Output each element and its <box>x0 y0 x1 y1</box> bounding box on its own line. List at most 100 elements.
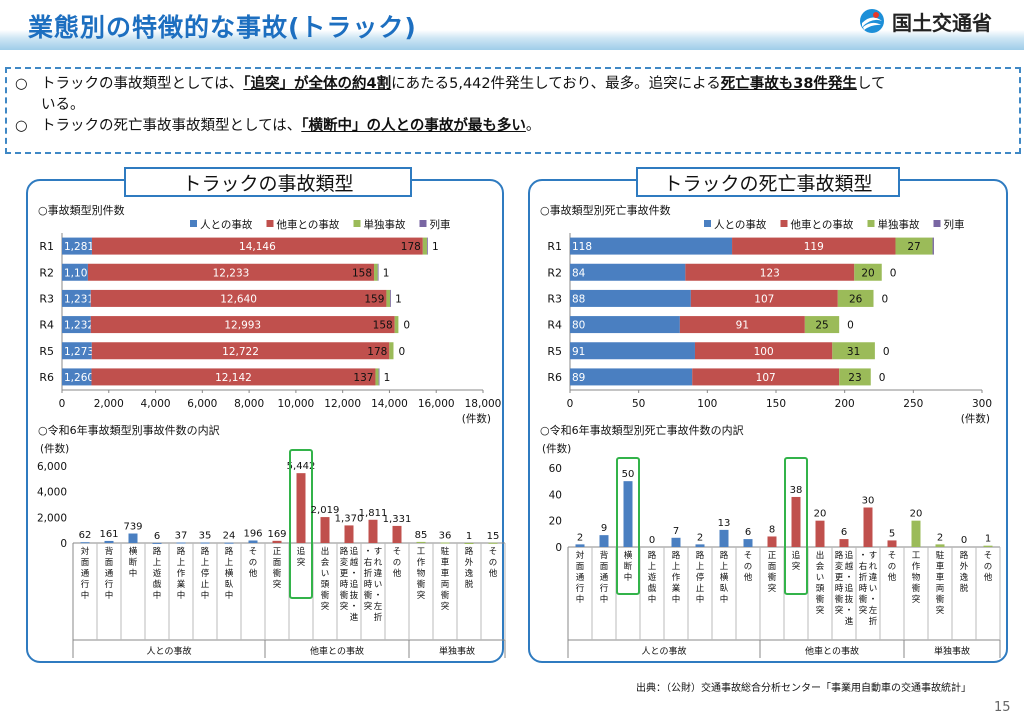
x-category-char: 上 <box>696 562 705 572</box>
x-category-char: 上 <box>648 562 657 572</box>
bar-segment <box>570 289 691 307</box>
x-category-char: 背 <box>600 550 609 561</box>
source-note: 出典：（公財）交通事故総合分析センター「事業用自動車の交通事故統計」 <box>636 683 971 694</box>
ministry-emblem-icon <box>860 9 884 33</box>
x-category-char: 戯 <box>648 583 657 594</box>
summary-text-1b: いる。 <box>41 97 85 113</box>
accident-type-panel: トラックの事故類型 <box>26 167 504 663</box>
x-category-char: 作 <box>417 557 426 568</box>
bar-segment <box>90 289 387 307</box>
x-category-char: 左 <box>374 601 383 612</box>
data-label: 107 <box>756 372 776 384</box>
x-category-char: 他 <box>393 568 402 579</box>
x-category-char: 突 <box>768 583 777 594</box>
x-category-char: 路 <box>696 550 705 561</box>
x-category-char: 中 <box>201 590 210 601</box>
data-label: 0 <box>403 320 410 332</box>
bar-segment <box>377 263 379 281</box>
x-category-char: 行 <box>600 583 609 594</box>
x-category-char: 時 <box>340 580 349 590</box>
ministry-name: 国土交通省 <box>892 10 992 35</box>
x-category-char: 両 <box>441 580 450 590</box>
legend-label: 他車との事故 <box>277 218 340 231</box>
data-label: 0 <box>961 535 967 546</box>
bar <box>695 544 705 547</box>
bar <box>887 540 897 547</box>
x-category-char: 車 <box>441 557 450 568</box>
bar <box>416 541 426 543</box>
data-label: 107 <box>754 293 774 305</box>
x-category-char: 中 <box>696 594 705 605</box>
data-label: 0 <box>847 320 854 332</box>
y-tick-label: 0 <box>555 542 562 554</box>
bar <box>488 542 498 544</box>
bar-segment <box>732 237 896 255</box>
x-tick-label: 150 <box>766 398 786 410</box>
x-category-char: 路 <box>177 546 186 557</box>
x-category-char: 衝 <box>340 590 349 601</box>
x-category-char: 通 <box>105 568 114 579</box>
x-category-char: そ <box>744 551 753 561</box>
y-category-label: R3 <box>547 292 562 305</box>
y-category-label: R6 <box>547 371 562 384</box>
x-category-char: 更 <box>340 569 349 579</box>
x-category-char: 他 <box>744 572 753 583</box>
group-label: 人との事故 <box>642 645 687 657</box>
legend-swatch <box>780 220 788 227</box>
data-label: 5 <box>889 528 895 539</box>
data-label: 25 <box>815 320 828 332</box>
x-category-char: 衝 <box>768 572 777 583</box>
bar-segment <box>386 289 391 307</box>
x-category-char: 脱 <box>960 583 969 594</box>
data-label: 13 <box>718 518 731 529</box>
x-category-char: ・ <box>374 591 383 601</box>
bullet-icon: ○ <box>15 76 28 92</box>
x-category-char: 突 <box>340 601 349 612</box>
legend-label: 単独事故 <box>878 218 920 231</box>
data-label: 12,142 <box>215 372 252 384</box>
x-category-char: 越 <box>845 561 854 572</box>
data-label: 1,370 <box>335 513 364 524</box>
data-label: 2 <box>577 532 583 543</box>
x-category-char: 時 <box>364 580 373 590</box>
data-label: 6 <box>745 527 751 538</box>
data-label: 14,146 <box>239 241 276 253</box>
data-label: 1,231 <box>64 293 94 305</box>
data-label: 0 <box>879 372 886 384</box>
x-tick-label: 2,000 <box>94 398 124 410</box>
data-label: 1,281 <box>64 241 94 253</box>
data-label: 27 <box>907 241 920 253</box>
y-tick-label: 0 <box>60 538 67 550</box>
y-category-label: R2 <box>547 266 562 279</box>
bar <box>983 545 993 547</box>
x-category-char: 中 <box>177 590 186 601</box>
group-label: 単独事故 <box>934 645 970 657</box>
data-label: 158 <box>352 267 372 279</box>
summary-text-2: トラックの死亡事故事故類型としては、「横断中」の人との事故が最も多い。 <box>41 118 541 134</box>
x-category-char: 追 <box>350 546 359 557</box>
x-category-char: 中 <box>105 590 114 601</box>
data-label: 0 <box>882 293 889 305</box>
data-label: 100 <box>754 346 774 358</box>
x-category-char: 折 <box>364 568 373 579</box>
data-label: 20 <box>910 509 923 520</box>
bar-segment <box>854 263 882 281</box>
x-category-char: ・ <box>350 602 359 612</box>
data-label: 84 <box>572 267 586 279</box>
x-category-char: す <box>869 551 878 561</box>
bar <box>599 535 609 547</box>
bar <box>743 539 753 547</box>
bar-segment <box>832 342 875 360</box>
bar-segment <box>62 237 92 255</box>
x-category-char: 突 <box>297 557 306 568</box>
group-label: 人との事故 <box>147 645 192 657</box>
bar <box>368 519 378 543</box>
x-category-char: 上 <box>225 558 234 568</box>
data-label: 137 <box>353 372 373 384</box>
x-category-char: の <box>888 562 897 572</box>
data-label: 31 <box>847 346 860 358</box>
y-category-label: R2 <box>39 266 54 279</box>
x-category-char: 車 <box>441 568 450 579</box>
data-label: 20 <box>814 509 827 520</box>
